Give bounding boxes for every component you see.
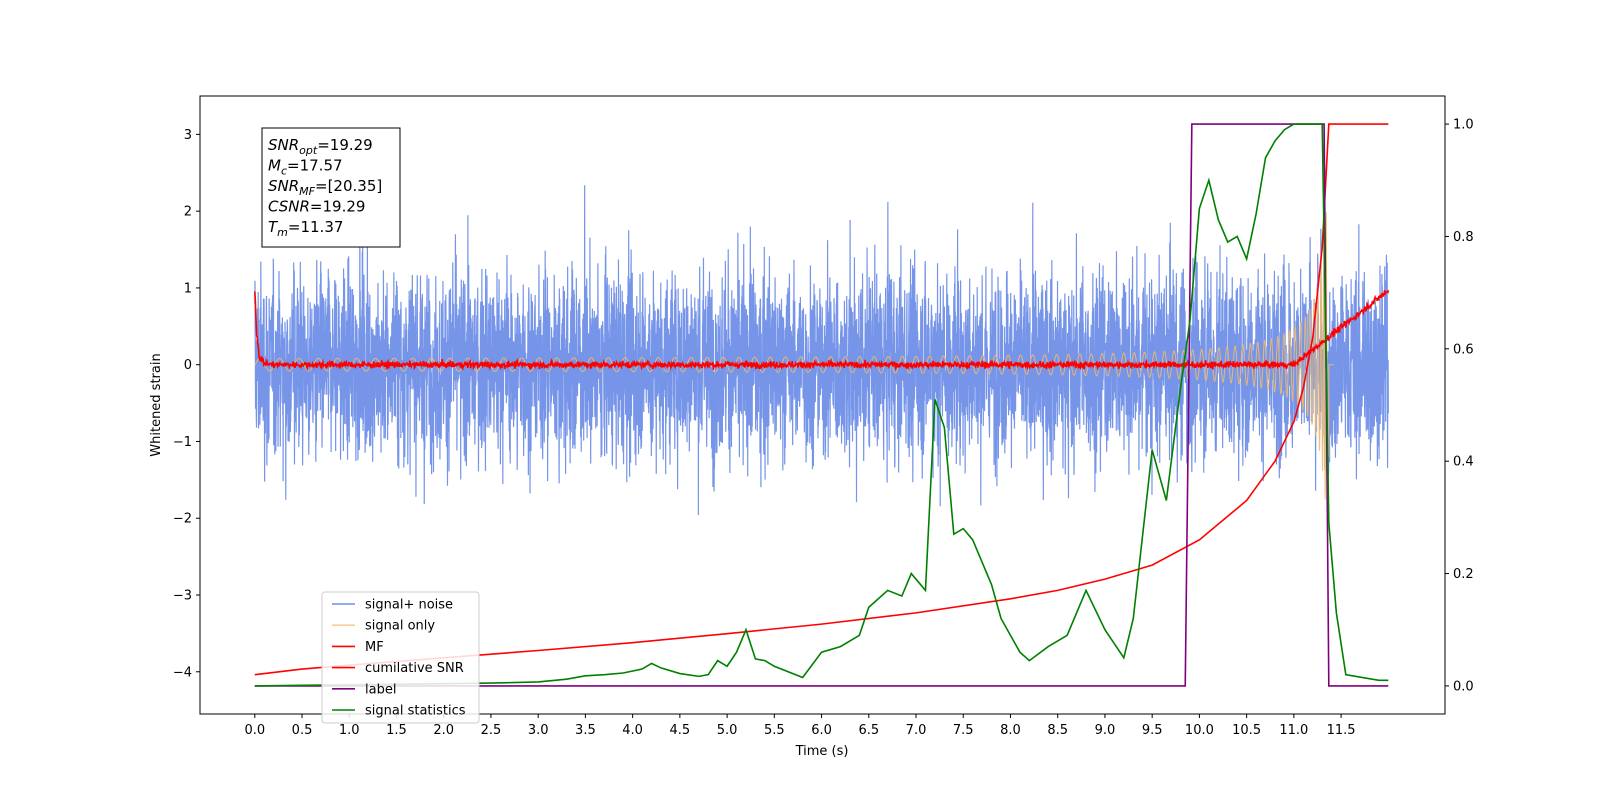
series-label	[254, 123, 1389, 687]
legend-entry: MF	[365, 640, 384, 655]
x-tick-label: 8.5	[1047, 723, 1068, 738]
x-tick-label: 4.5	[670, 723, 691, 738]
annotation-line: Tm=11.37	[268, 218, 343, 239]
x-tick-label: 1.0	[339, 723, 360, 738]
y-axis-label: Whitened strain	[149, 353, 164, 456]
x-tick-label: 4.0	[622, 723, 643, 738]
y-tick-label: 0	[184, 358, 192, 373]
x-tick-label: 10.0	[1185, 723, 1214, 738]
x-tick-label: 5.0	[717, 723, 738, 738]
series-signal-only	[254, 212, 1334, 500]
series-signal-noise	[254, 185, 1389, 516]
y2-tick-label: 0.0	[1453, 679, 1474, 694]
plot-frame	[199, 95, 1446, 715]
y-tick-label: −1	[173, 435, 192, 450]
annotation-frame	[261, 127, 401, 248]
x-tick-label: 7.0	[906, 723, 927, 738]
y-tick-label: 1	[184, 281, 192, 296]
annotation-line: Mc=17.57	[268, 157, 343, 178]
y2-tick-label: 0.6	[1453, 342, 1474, 357]
x-tick-label: 5.5	[764, 723, 785, 738]
legend-entry: signal+ noise	[365, 598, 453, 613]
y-tick-label: −3	[173, 589, 192, 604]
y-axis-left: −4 −3 −2 −1 0 1 2 3	[173, 128, 200, 680]
series-signal-statistics	[254, 123, 1389, 687]
annotation-line: SNRopt=19.29	[268, 136, 373, 157]
y-tick-label: −4	[173, 665, 192, 680]
annotation-box: SNRopt=19.29Mc=17.57SNRMF=[20.35]CSNR=19…	[261, 127, 401, 248]
x-tick-label: 6.0	[811, 723, 832, 738]
legend-entry: cumilative SNR	[365, 661, 464, 676]
series-layer	[253, 123, 1390, 687]
annotation-line: SNRMF=[20.35]	[268, 177, 382, 198]
x-tick-label: 3.5	[575, 723, 596, 738]
legend-entry: signal only	[365, 619, 435, 634]
legend-frame	[321, 591, 480, 724]
y-tick-label: 2	[184, 205, 192, 220]
legend-entry: label	[365, 682, 396, 697]
x-tick-label: 6.5	[858, 723, 879, 738]
x-tick-label: 11.5	[1327, 723, 1356, 738]
y-tick-label: −2	[173, 512, 192, 527]
x-tick-label: 0.5	[292, 723, 313, 738]
legend-entry: signal statistics	[365, 704, 466, 719]
series-cumulative-snr	[254, 123, 1389, 676]
x-tick-label: 10.5	[1232, 723, 1261, 738]
y2-tick-label: 0.8	[1453, 230, 1474, 245]
legend: signal+ noise signal only MF cumilative SNR…	[321, 591, 480, 724]
x-axis: 0.0 0.5 1.0 1.5 2.0 2.5 3.0 3.5 4.0 4.5 5.0 5.5 6.0 6…	[244, 714, 1356, 738]
x-tick-label: 0.0	[244, 723, 265, 738]
x-tick-label: 2.0	[433, 723, 454, 738]
x-tick-label: 3.0	[528, 723, 549, 738]
y2-tick-label: 0.4	[1453, 455, 1474, 470]
series-mf	[253, 289, 1390, 372]
x-tick-label: 11.0	[1279, 723, 1308, 738]
x-tick-label: 7.5	[953, 723, 974, 738]
y2-tick-label: 1.0	[1453, 118, 1474, 133]
x-tick-label: 8.0	[1000, 723, 1021, 738]
x-axis-label: Time (s)	[795, 744, 849, 759]
x-tick-label: 2.5	[481, 723, 502, 738]
x-tick-label: 1.5	[386, 723, 407, 738]
y-tick-label: 3	[184, 128, 192, 143]
y2-tick-label: 0.2	[1453, 567, 1474, 582]
y-axis-right: 0.0 0.2 0.4 0.6 0.8 1.0	[1445, 118, 1474, 694]
annotation-line: CSNR=19.29	[268, 198, 365, 216]
x-tick-label: 9.5	[1142, 723, 1163, 738]
x-tick-label: 9.0	[1095, 723, 1116, 738]
